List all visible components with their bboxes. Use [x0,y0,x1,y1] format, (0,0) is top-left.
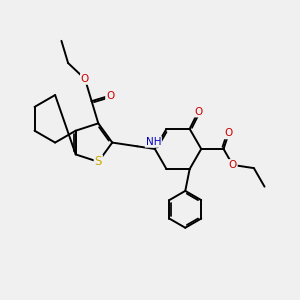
Text: NH: NH [146,137,161,147]
Text: O: O [229,160,237,170]
Text: O: O [194,106,202,117]
Text: S: S [94,155,102,168]
Text: O: O [81,74,89,84]
Text: O: O [225,128,233,139]
Text: O: O [106,91,114,100]
